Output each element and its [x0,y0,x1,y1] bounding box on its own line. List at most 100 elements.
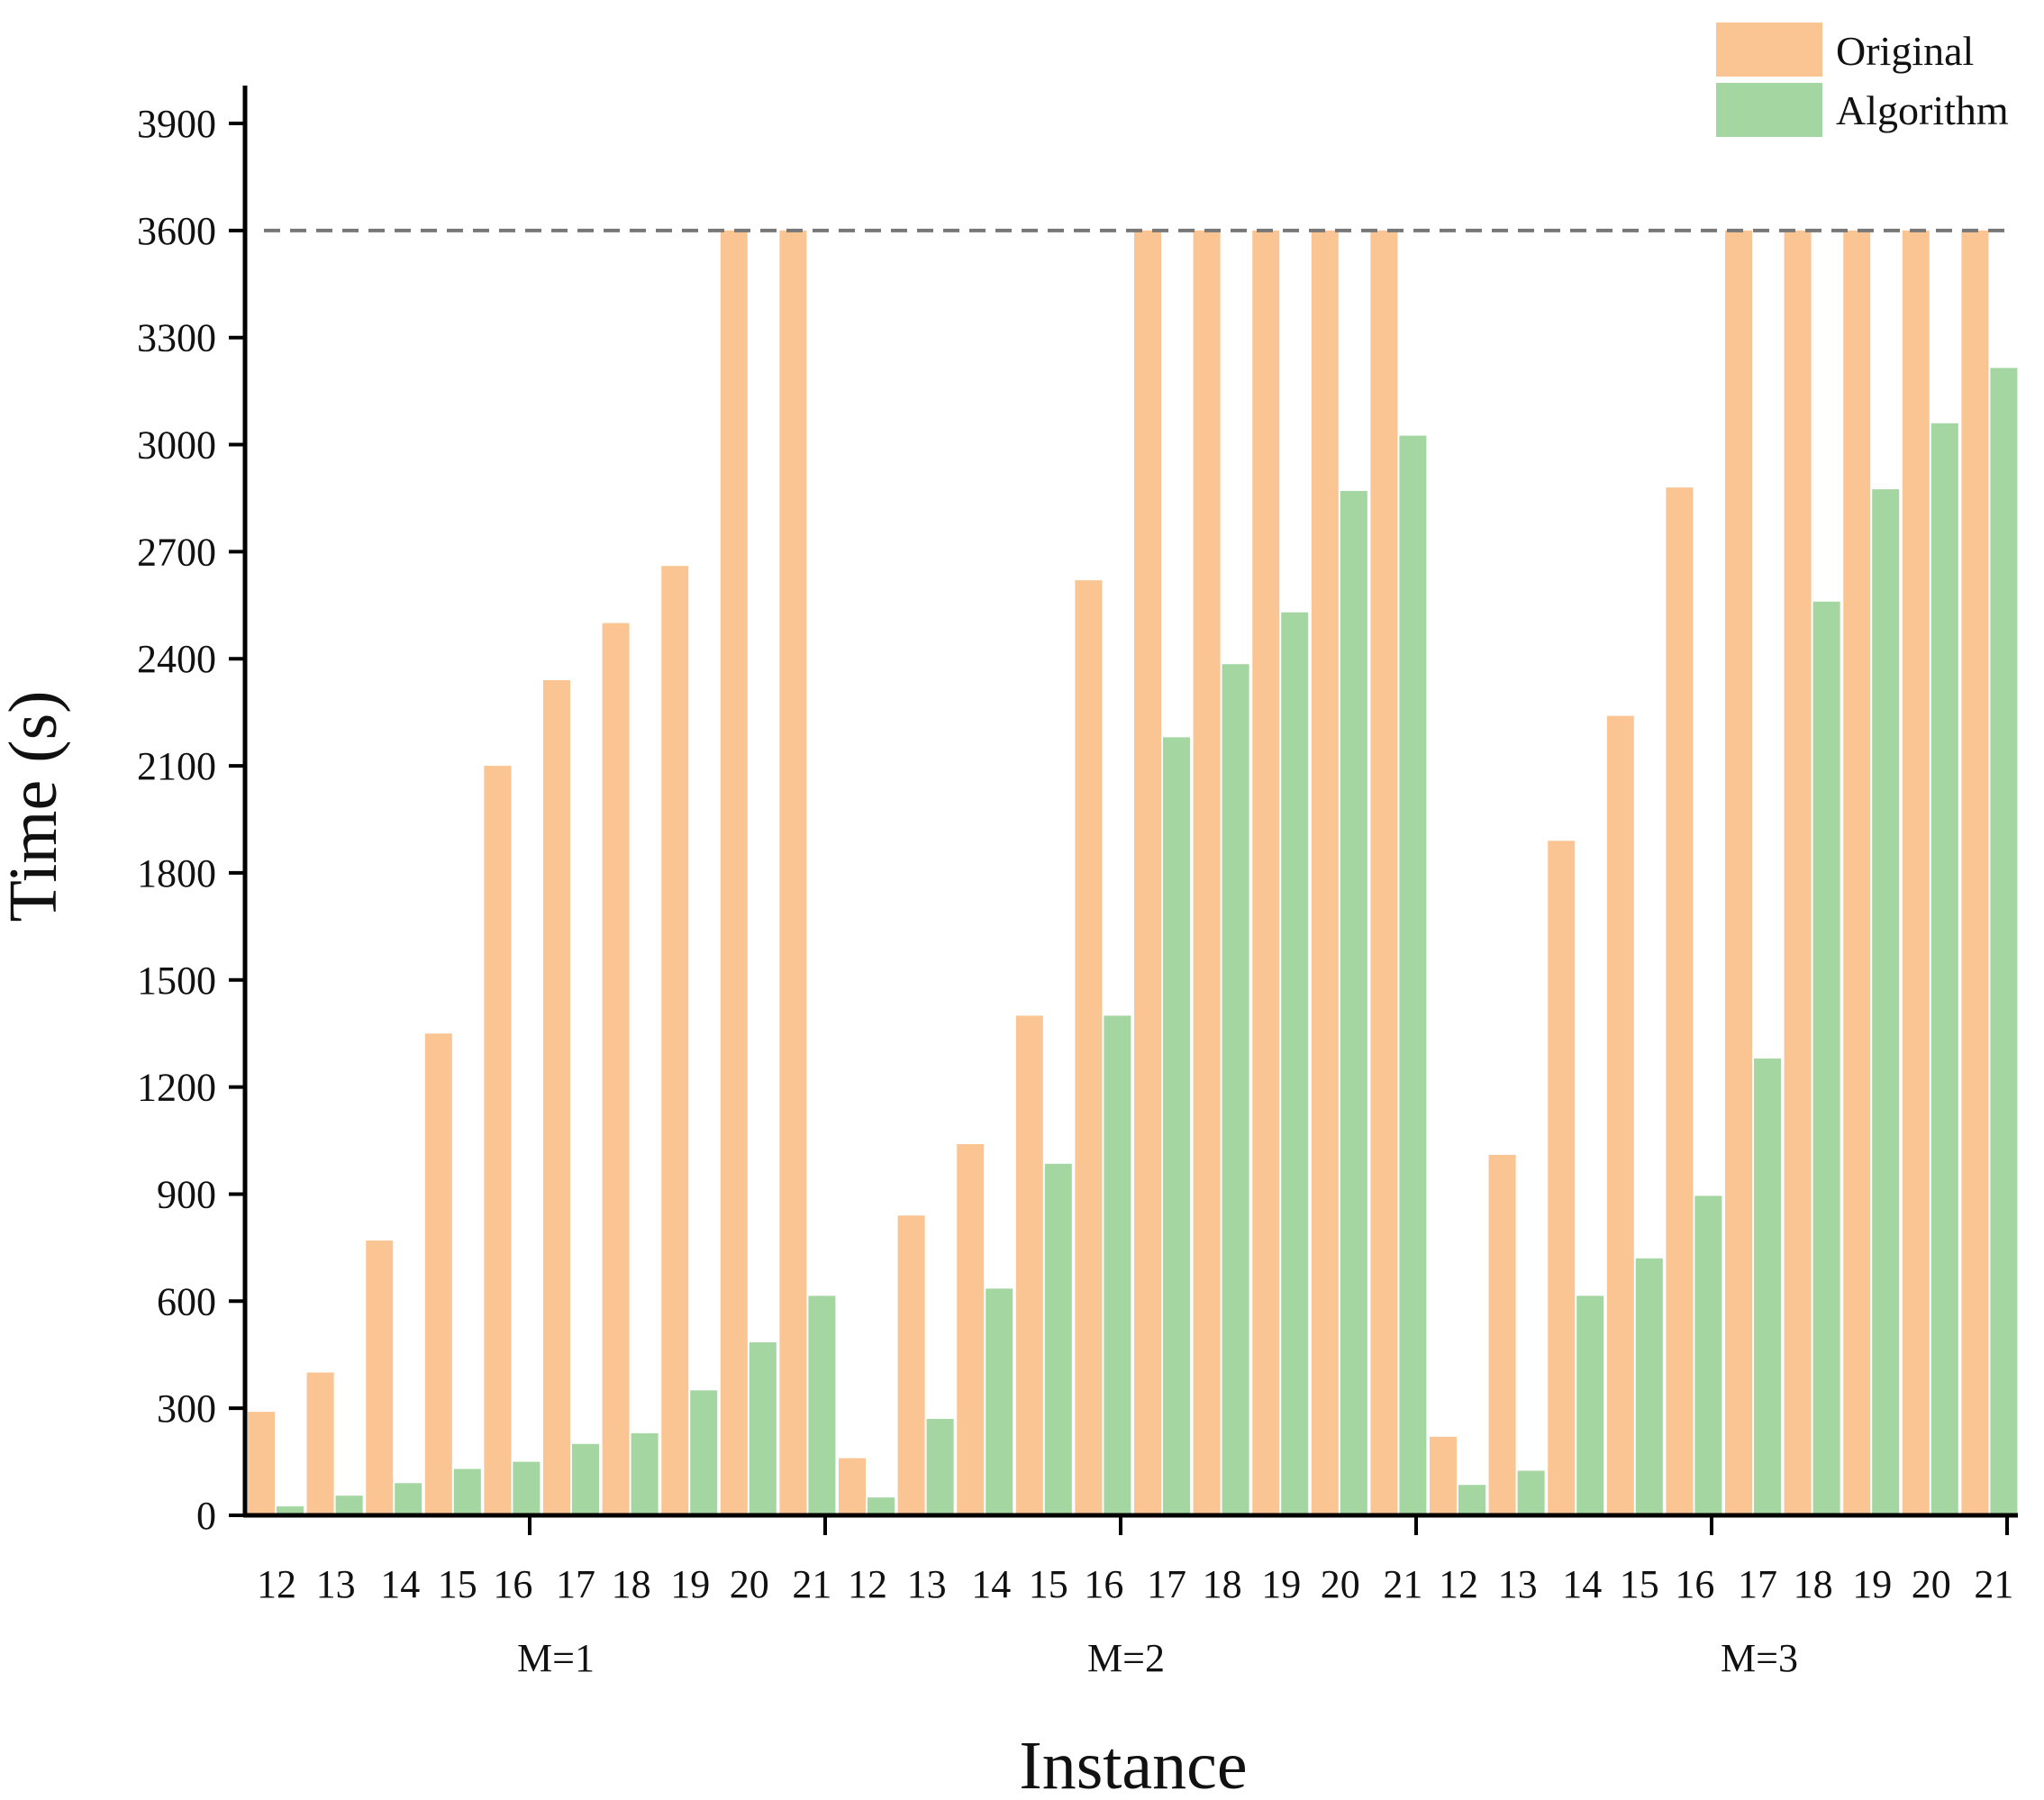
x-tick-label: 15 [1620,1562,1659,1606]
bar-algorithm-M3-14 [1576,1295,1604,1515]
y-tick-label: 3600 [137,209,216,253]
bar-original-M1-21 [779,230,807,1515]
legend: Original Algorithm [1716,23,2009,137]
legend-swatch-algorithm [1716,83,1822,137]
bar-original-M1-18 [602,623,630,1515]
bar-algorithm-M1-13 [335,1495,363,1515]
bar-algorithm-M3-17 [1754,1058,1781,1515]
x-tick-label: 20 [1321,1562,1360,1606]
y-tick-label: 2100 [137,744,216,788]
bar-algorithm-M2-13 [926,1419,954,1515]
bar-algorithm-M2-16 [1104,1015,1131,1515]
bar-original-M2-12 [839,1458,866,1515]
bar-algorithm-M1-14 [395,1483,422,1515]
y-tick-label: 3000 [137,423,216,468]
x-tick-label: 16 [493,1562,532,1606]
x-tick-label: 13 [1498,1562,1538,1606]
x-tick-label: 21 [792,1562,831,1606]
bars-layer [248,230,2018,1516]
x-tick-label: 13 [907,1562,947,1606]
x-tick-label: 14 [380,1562,420,1606]
x-tick-label: 18 [612,1562,651,1606]
bar-original-M1-16 [484,766,512,1515]
bar-original-M3-20 [1902,230,1930,1515]
x-tick-label: 12 [257,1562,296,1606]
y-tick-label: 1200 [137,1066,216,1110]
x-tick-label: 12 [848,1562,887,1606]
x-tick-label: 20 [1912,1562,1951,1606]
bar-original-M2-16 [1075,580,1103,1515]
bar-algorithm-M2-12 [868,1497,895,1515]
bar-original-M3-14 [1548,841,1576,1515]
bar-original-M1-12 [248,1412,275,1515]
group-label-M1: M=1 [517,1636,595,1680]
bar-original-M2-15 [1015,1015,1043,1515]
x-tick-label: 14 [971,1562,1011,1606]
y-tick-label: 1500 [137,959,216,1003]
bar-original-M2-18 [1193,230,1221,1515]
bar-algorithm-M3-15 [1635,1258,1663,1515]
x-tick-label: 19 [1261,1562,1301,1606]
bar-algorithm-M3-16 [1694,1195,1722,1515]
bar-algorithm-M2-17 [1163,737,1190,1515]
x-tick-label: 17 [1147,1562,1186,1606]
legend-label-original: Original [1836,28,1974,74]
bar-algorithm-M2-21 [1399,435,1427,1516]
bar-algorithm-M2-19 [1281,612,1309,1515]
bar-algorithm-M1-17 [572,1443,599,1515]
bar-original-M3-21 [1961,230,1989,1515]
bar-original-M1-15 [424,1033,452,1515]
bar-original-M2-20 [1311,230,1339,1515]
x-tick-label: 13 [316,1562,356,1606]
y-tick-label: 300 [157,1386,216,1431]
bar-algorithm-M1-18 [631,1432,659,1515]
legend-label-algorithm: Algorithm [1836,87,2009,133]
bar-original-M2-21 [1370,230,1398,1515]
bar-algorithm-M2-15 [1044,1163,1072,1515]
bar-original-M1-13 [306,1372,334,1515]
x-tick-label: 16 [1084,1562,1123,1606]
x-tick-label: 21 [1974,1562,2013,1606]
x-tick-label: 17 [1738,1562,1777,1606]
bar-algorithm-M3-19 [1872,489,1900,1515]
bar-original-M1-19 [661,566,689,1516]
bar-algorithm-M3-18 [1812,601,1840,1515]
y-tick-label: 2700 [137,530,216,574]
y-tick-label: 0 [196,1494,216,1538]
bar-algorithm-M1-12 [277,1506,304,1515]
y-tick-label: 1800 [137,851,216,895]
bar-original-M3-12 [1430,1436,1457,1515]
group-label-M3: M=3 [1721,1636,1798,1680]
bar-original-M3-18 [1784,230,1812,1515]
x-axis-title: Instance [1019,1728,1247,1800]
y-tick-label: 3900 [137,102,216,146]
group-labels: M=1 M=2 M=3 [517,1636,1798,1680]
x-tick-label: 20 [730,1562,769,1606]
x-tick-label: 19 [1852,1562,1892,1606]
x-tick-label: 16 [1675,1562,1714,1606]
bar-algorithm-M2-14 [986,1288,1013,1515]
x-tick-label: 17 [556,1562,595,1606]
bar-algorithm-M1-21 [808,1295,836,1515]
y-tick-label: 600 [157,1279,216,1323]
bar-original-M2-19 [1252,230,1280,1515]
x-tick-label: 14 [1562,1562,1602,1606]
x-tick-label: 15 [438,1562,477,1606]
bar-algorithm-M3-20 [1930,423,1958,1515]
bar-algorithm-M3-21 [1990,368,2018,1515]
bar-original-M1-14 [366,1241,394,1515]
x-tick-label: 18 [1794,1562,1833,1606]
x-tick-label: 12 [1439,1562,1478,1606]
bar-original-M3-13 [1488,1154,1516,1515]
x-tick-label: 21 [1383,1562,1422,1606]
bar-original-M3-17 [1725,230,1752,1515]
legend-swatch-original [1716,23,1822,77]
x-tick-label: 15 [1029,1562,1068,1606]
bar-original-M3-15 [1606,715,1634,1515]
bar-original-M3-16 [1666,487,1694,1515]
bar-algorithm-M3-13 [1517,1470,1545,1515]
x-tick-label: 18 [1203,1562,1242,1606]
bar-original-M2-17 [1134,230,1161,1515]
group-label-M2: M=2 [1087,1636,1165,1680]
